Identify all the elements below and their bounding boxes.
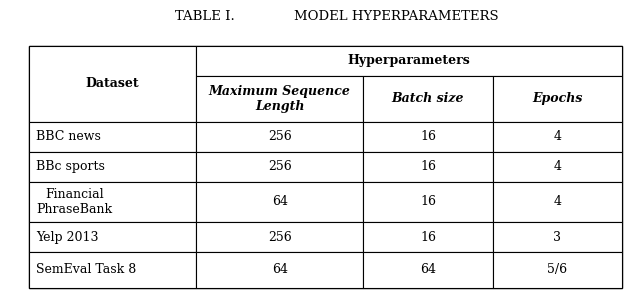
- Text: 64: 64: [420, 263, 436, 276]
- Text: 4: 4: [554, 196, 561, 209]
- Bar: [493, 122, 622, 152]
- Bar: [196, 182, 364, 222]
- Bar: [196, 222, 364, 252]
- Bar: [29, 222, 196, 252]
- Text: Epochs: Epochs: [532, 92, 582, 105]
- Bar: [493, 182, 622, 222]
- Bar: [196, 152, 364, 182]
- Text: Batch size: Batch size: [392, 92, 464, 105]
- Text: 256: 256: [268, 231, 292, 244]
- Bar: [493, 76, 622, 122]
- Text: Hyperparameters: Hyperparameters: [348, 54, 470, 67]
- Text: Financial
PhraseBank: Financial PhraseBank: [36, 188, 113, 216]
- Text: 3: 3: [554, 231, 561, 244]
- Text: TABLE I.: TABLE I.: [175, 10, 235, 23]
- Text: 256: 256: [268, 130, 292, 143]
- Bar: [196, 122, 364, 152]
- Bar: [29, 182, 196, 222]
- Bar: [493, 152, 622, 182]
- Text: 4: 4: [554, 160, 561, 173]
- Text: 64: 64: [272, 263, 288, 276]
- Bar: [364, 76, 493, 122]
- Text: Maximum Sequence
Length: Maximum Sequence Length: [209, 85, 351, 113]
- Bar: [29, 46, 196, 122]
- Text: MODEL HYPERPARAMETERS: MODEL HYPERPARAMETERS: [294, 10, 499, 23]
- Bar: [29, 122, 196, 152]
- Bar: [364, 252, 493, 288]
- Text: 16: 16: [420, 196, 436, 209]
- Bar: [364, 152, 493, 182]
- Bar: [29, 46, 622, 288]
- Bar: [29, 252, 196, 288]
- Text: 5/6: 5/6: [547, 263, 568, 276]
- Bar: [364, 222, 493, 252]
- Bar: [196, 46, 622, 76]
- Text: Dataset: Dataset: [86, 77, 140, 90]
- Text: 256: 256: [268, 160, 292, 173]
- Bar: [364, 182, 493, 222]
- Bar: [29, 152, 196, 182]
- Text: SemEval Task 8: SemEval Task 8: [36, 263, 137, 276]
- Bar: [196, 76, 364, 122]
- Bar: [364, 122, 493, 152]
- Bar: [493, 222, 622, 252]
- Bar: [196, 252, 364, 288]
- Text: 16: 16: [420, 160, 436, 173]
- Text: BBc sports: BBc sports: [36, 160, 106, 173]
- Bar: [493, 252, 622, 288]
- Text: 64: 64: [272, 196, 288, 209]
- Text: Yelp 2013: Yelp 2013: [36, 231, 99, 244]
- Text: 16: 16: [420, 231, 436, 244]
- Text: BBC news: BBC news: [36, 130, 101, 143]
- Text: 4: 4: [554, 130, 561, 143]
- Text: 16: 16: [420, 130, 436, 143]
